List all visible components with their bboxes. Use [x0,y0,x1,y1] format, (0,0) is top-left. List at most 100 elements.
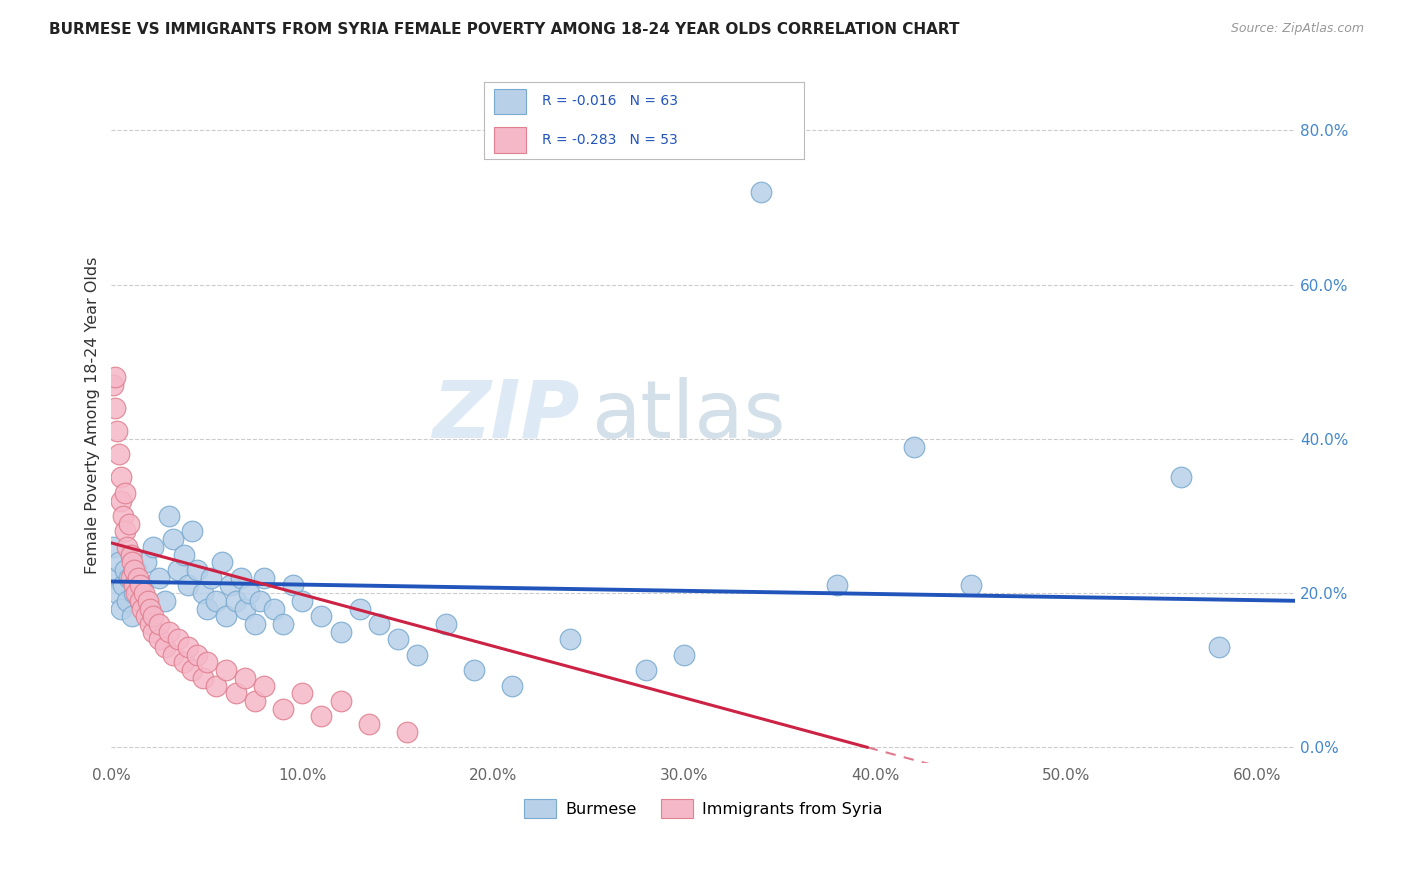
Point [238,586,260,600]
Point [205,679,228,693]
Point [131,578,153,592]
Point [367,616,389,631]
Point [105,424,128,438]
Point [120,548,142,562]
Point [396,725,419,739]
Point [233,601,256,615]
Point [311,609,333,624]
Point [200,571,222,585]
Point [142,609,165,624]
Point [114,524,136,539]
Point [195,601,218,615]
Point [903,440,925,454]
Point [124,578,146,592]
Point [117,571,139,585]
Point [359,717,381,731]
Point [191,671,214,685]
Point [115,594,138,608]
Point [173,656,195,670]
Point [129,594,152,608]
Text: BURMESE VS IMMIGRANTS FROM SYRIA FEMALE POVERTY AMONG 18-24 YEAR OLDS CORRELATIO: BURMESE VS IMMIGRANTS FROM SYRIA FEMALE … [49,22,960,37]
Point [463,663,485,677]
Point [135,555,157,569]
Point [114,485,136,500]
Point [120,548,142,562]
Point [138,601,160,615]
Point [125,586,148,600]
Point [211,555,233,569]
Point [132,586,155,600]
Point [117,516,139,531]
Point [225,686,247,700]
Point [157,508,180,523]
Point [406,648,429,662]
Point [108,555,131,569]
Point [129,594,152,608]
Point [121,609,143,624]
Point [136,594,159,608]
Y-axis label: Female Poverty Among 18-24 Year Olds: Female Poverty Among 18-24 Year Olds [86,257,100,574]
Point [142,624,165,639]
Point [127,571,149,585]
Point [104,370,127,384]
Point [291,686,314,700]
Point [167,632,190,647]
Point [162,648,184,662]
Point [104,401,127,415]
Point [153,594,176,608]
Point [253,679,276,693]
Point [673,648,696,662]
Point [110,470,132,484]
Point [271,616,294,631]
Point [108,447,131,461]
Legend: Burmese, Immigrants from Syria: Burmese, Immigrants from Syria [517,793,889,824]
Point [153,640,176,654]
Point [263,601,285,615]
Point [225,594,247,608]
Point [205,594,228,608]
Point [104,571,127,585]
Point [186,563,208,577]
Point [180,524,202,539]
Point [142,540,165,554]
Point [1208,640,1230,654]
Point [271,702,294,716]
Point [749,185,772,199]
Point [157,624,180,639]
Point [291,594,314,608]
Point [148,571,170,585]
Point [501,679,523,693]
Point [115,540,138,554]
Point [124,563,146,577]
Point [195,656,218,670]
Point [387,632,409,647]
Point [218,578,240,592]
Point [148,632,170,647]
Point [162,532,184,546]
Point [249,594,271,608]
Point [281,578,304,592]
Point [329,624,352,639]
Point [434,616,457,631]
Point [103,377,125,392]
Point [215,609,238,624]
Point [110,601,132,615]
Point [215,663,238,677]
Point [103,540,125,554]
Point [558,632,581,647]
Point [135,609,157,624]
Point [349,601,371,615]
Point [243,694,266,708]
Point [253,571,276,585]
Point [243,616,266,631]
Point [111,578,134,592]
Point [110,493,132,508]
Point [959,578,981,592]
Point [173,548,195,562]
Point [138,616,160,631]
Point [120,571,142,585]
Text: Source: ZipAtlas.com: Source: ZipAtlas.com [1230,22,1364,36]
Point [191,586,214,600]
Point [125,563,148,577]
Point [825,578,848,592]
